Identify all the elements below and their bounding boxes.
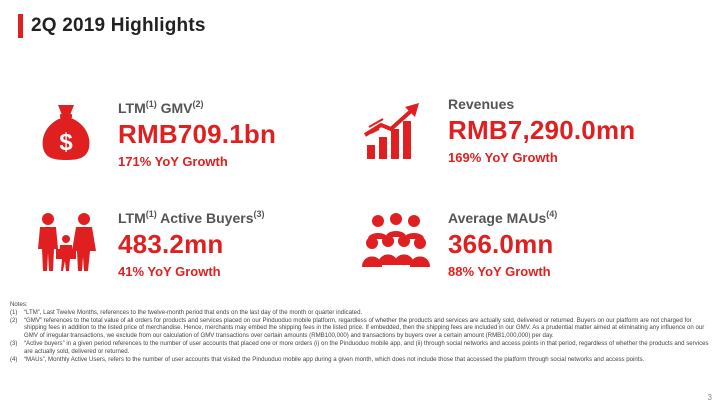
metric-active-buyers-value: 483.2mn xyxy=(118,229,224,259)
page-number: 3 xyxy=(707,393,712,402)
metric-maus-growth: 88% YoY Growth xyxy=(448,264,551,279)
metric-maus-value: 366.0mn xyxy=(448,229,554,259)
metric-maus: Average MAUs(4) 366.0mn 88% YoY Growth xyxy=(360,205,557,281)
metric-gmv-value: RMB709.1bn xyxy=(118,119,277,149)
money-bag-icon: $ xyxy=(30,95,102,167)
metric-revenues-value: RMB7,290.0mn xyxy=(448,115,636,145)
footnote-number: (4) xyxy=(10,355,18,363)
footnote-text: “Active buyers” in a given period refere… xyxy=(24,339,709,355)
footnote-text: “GMV” references to the total value of a… xyxy=(24,316,705,340)
footnotes: Notes: (1) “LTM”, Last Twelve Months, re… xyxy=(10,301,710,363)
svg-text:$: $ xyxy=(59,129,73,156)
metric-active-buyers-growth: 41% YoY Growth xyxy=(118,264,221,279)
metric-revenues-label: Revenues xyxy=(448,96,515,112)
footnote-number: (3) xyxy=(10,339,18,347)
family-shopping-icon xyxy=(30,205,102,277)
metric-gmv: $ LTM(1) GMV(2) RMB709.1bn 171% YoY Grow… xyxy=(30,95,276,171)
metric-active-buyers: LTM(1) Active Buyers(3) 483.2mn 41% YoY … xyxy=(30,205,264,281)
title-accent-bar xyxy=(18,14,23,38)
footnote-number: (1) xyxy=(10,308,18,316)
footnote-number: (2) xyxy=(10,316,18,324)
rocket-growth-chart-icon xyxy=(360,95,432,167)
metric-revenues-growth: 169% YoY Growth xyxy=(448,150,558,165)
title-bar: 2Q 2019 Highlights xyxy=(18,10,206,42)
crowd-icon xyxy=(360,205,432,277)
metric-gmv-growth: 171% YoY Growth xyxy=(118,154,228,169)
footnote-text: “LTM”, Last Twelve Months, references to… xyxy=(24,308,363,316)
footnote-text: “MAUs”, Monthly Active Users, refers to … xyxy=(24,355,645,363)
metric-active-buyers-label: LTM(1) Active Buyers(3) xyxy=(118,209,265,226)
footnote-item: (4) “MAUs”, Monthly Active Users, refers… xyxy=(10,356,710,364)
metric-revenues: Revenues RMB7,290.0mn 169% YoY Growth xyxy=(360,95,635,167)
metric-maus-label: Average MAUs(4) xyxy=(448,209,558,226)
footnote-item: (3) “Active buyers” in a given period re… xyxy=(10,340,710,356)
page-title: 2Q 2019 Highlights xyxy=(31,15,206,36)
metric-gmv-label: LTM(1) GMV(2) xyxy=(118,99,204,116)
footnote-item: (1) “LTM”, Last Twelve Months, reference… xyxy=(10,309,710,317)
footnote-item: (2) “GMV” references to the total value … xyxy=(10,317,710,340)
notes-heading: Notes: xyxy=(10,301,28,308)
